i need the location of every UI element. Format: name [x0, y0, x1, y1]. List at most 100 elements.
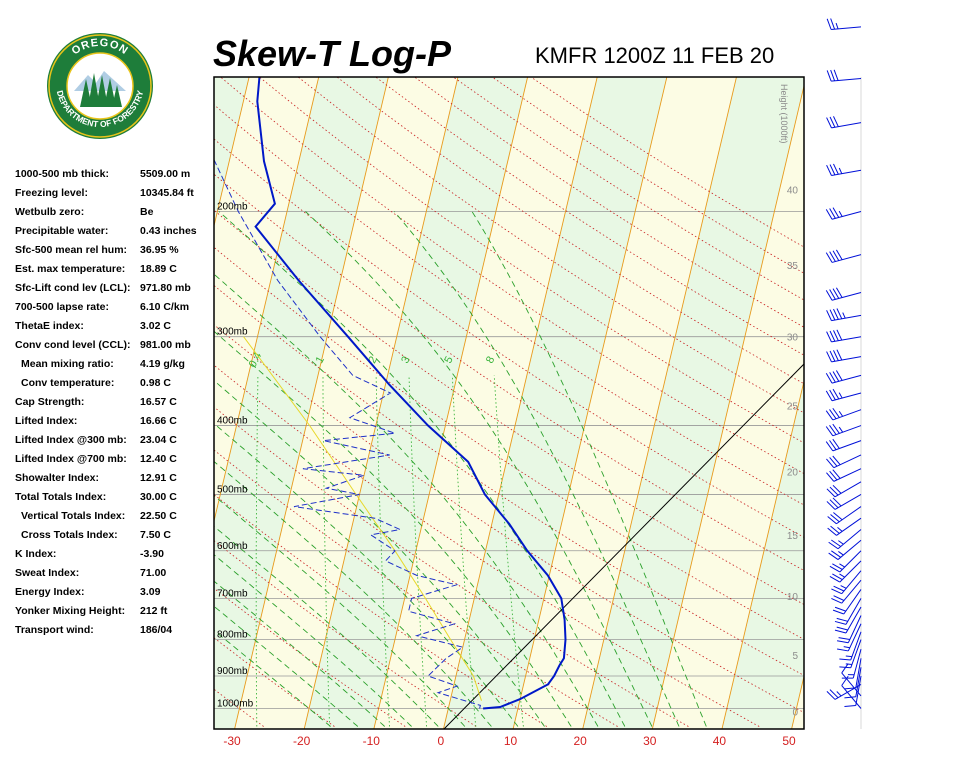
index-row: K Index: -3.90	[15, 548, 215, 567]
barb-shaft	[831, 356, 862, 363]
barb-feather	[835, 249, 843, 260]
index-row: Mean mixing ratio: 4.19 g/kg	[15, 358, 215, 377]
isotherm-line	[234, 77, 389, 729]
barb-feather	[844, 687, 856, 690]
mixing-ratio-label: 5	[442, 354, 455, 365]
pressure-labels: 200mb 300mb 400mb 500mb 600mb 700mb 800mb 900mb…	[217, 202, 254, 710]
barb-shaft	[841, 579, 862, 604]
barb-feather	[826, 351, 832, 363]
barb-feather	[829, 565, 841, 573]
barb-feather	[833, 512, 843, 521]
barb-feather	[844, 705, 856, 708]
wind-barb	[825, 207, 862, 220]
index-value: 71.00	[140, 567, 167, 579]
index-value: 971.80 mb	[140, 282, 191, 294]
barb-shaft	[847, 623, 862, 652]
index-row: 1000-500 mb thick: 5509.00 m	[15, 168, 215, 187]
barb-shaft	[833, 468, 862, 482]
pressure-label: 900mb	[217, 666, 248, 677]
index-label: Lifted Index:	[15, 415, 78, 427]
wind-barb	[832, 589, 862, 615]
index-row: Sfc-500 mean rel hum: 36.95 %	[15, 244, 215, 263]
index-value: -3.90	[140, 548, 164, 560]
moist-adiabat-line	[218, 211, 626, 727]
barb-feather	[827, 527, 837, 536]
wind-barb	[834, 606, 862, 634]
dewpoint-line	[214, 158, 482, 709]
barb-feather	[836, 640, 849, 644]
barb-half-feather	[840, 585, 847, 589]
index-label: ThetaE index:	[15, 320, 84, 332]
height-tick-label: 15	[787, 531, 799, 542]
barb-shaft	[832, 425, 862, 437]
barb-feather	[826, 458, 835, 468]
index-label: Sweat Index:	[15, 567, 80, 579]
index-value: 0.43 inches	[140, 225, 197, 237]
barb-shaft	[831, 77, 862, 82]
barb-shaft	[839, 550, 862, 573]
profiles	[214, 77, 567, 710]
barb-feather	[831, 550, 841, 558]
barb-half-feather	[839, 573, 845, 578]
wind-barb	[844, 658, 862, 690]
moist-adiabat-line	[214, 629, 331, 727]
barb-feather	[832, 207, 840, 218]
dry-adiabat-line	[214, 173, 804, 571]
index-row: Showalter Index: 12.91 C	[15, 472, 215, 491]
barb-half-feather	[838, 426, 844, 433]
mixing-ratio-lines	[255, 375, 524, 727]
index-row: Total Totals Index: 30.00 C	[15, 491, 215, 510]
index-value: 981.00 mb	[140, 339, 191, 351]
barb-half-feather	[838, 210, 843, 217]
isotherm-line	[582, 77, 737, 729]
barb-feather	[826, 117, 832, 129]
index-value: 0.98 C	[140, 377, 171, 389]
barb-feather	[831, 597, 842, 604]
barb-shaft	[836, 506, 862, 525]
index-value: 18.89 C	[140, 263, 177, 275]
barb-feather	[829, 330, 836, 342]
moist-adiabat-line	[305, 211, 653, 727]
x-tick-label: 30	[643, 734, 657, 748]
index-label: Est. max temperature:	[15, 263, 126, 275]
wind-barb	[831, 579, 862, 604]
dry-adiabat-line	[413, 77, 804, 328]
barb-feather	[829, 309, 836, 321]
barb-feather	[832, 573, 843, 581]
barb-shaft	[843, 589, 862, 615]
barb-feather	[832, 371, 840, 382]
pressure-label: 200mb	[217, 202, 248, 213]
wind-barb	[826, 683, 862, 700]
isotherm-line	[214, 77, 250, 228]
index-label: Cap Strength:	[15, 396, 85, 408]
barb-feather	[833, 585, 845, 592]
barb-half-feather	[842, 312, 846, 319]
barb-shaft	[834, 481, 862, 498]
wind-barb	[836, 623, 862, 652]
mixing-ratio-label: 1	[314, 354, 327, 365]
wind-barb	[827, 517, 862, 536]
isotherm-line	[791, 674, 804, 729]
index-row: Sweat Index: 71.00	[15, 567, 215, 586]
index-row: Vertical Totals Index: 22.50 C	[15, 510, 215, 529]
barb-feather	[833, 163, 839, 175]
wind-barb	[831, 570, 862, 595]
height-tick-label: 20	[787, 467, 799, 478]
barb-half-feather	[838, 551, 844, 556]
x-tick-label: -30	[223, 734, 241, 748]
index-row: Cross Totals Index: 7.50 C	[15, 529, 215, 548]
index-row: Sfc-Lift cond lev (LCL): 971.80 mb	[15, 282, 215, 301]
index-row: Lifted Index @700 mb: 12.40 C	[15, 453, 215, 472]
index-label: Transport wind:	[15, 624, 94, 636]
index-row: Transport wind: 186/04	[15, 624, 215, 643]
isotherm-line	[443, 77, 598, 729]
barb-shaft	[831, 336, 862, 343]
barb-shaft	[833, 454, 862, 469]
x-tick-label: 20	[573, 734, 587, 748]
reference-line	[443, 363, 804, 729]
index-row: 700-500 lapse rate: 6.10 C/km	[15, 301, 215, 320]
barb-shaft	[831, 169, 862, 176]
barb-shaft	[855, 667, 862, 697]
index-label: Sfc-500 mean rel hum:	[15, 244, 128, 256]
